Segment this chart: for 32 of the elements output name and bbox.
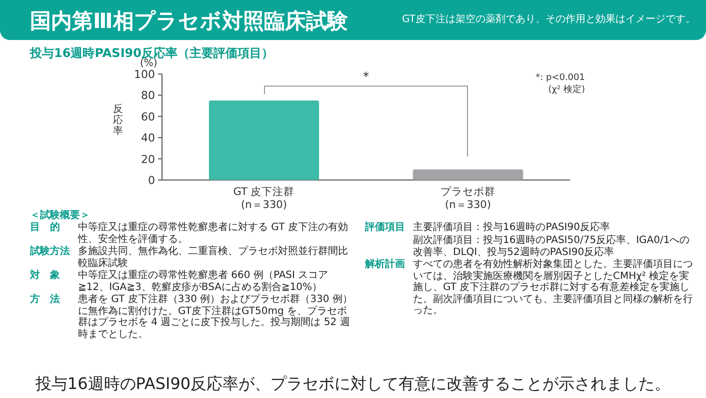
x-tick-label: プラセボ群 (n＝330) bbox=[440, 185, 496, 211]
y-tick-label: 80 bbox=[141, 89, 155, 102]
text: 中等症又は重症の尋常性乾癬患者に対する GT 皮下注の有効性、安全性を評価する。 bbox=[78, 222, 349, 245]
significance-bracket: * bbox=[264, 70, 468, 157]
text: 目 的 bbox=[30, 222, 61, 234]
text: 中等症又は重症の尋常性乾癬患者 660 例（PASI スコア≧12、IGA≧3、乾癬皮疹がBSAに占める割合≧10%） bbox=[78, 270, 330, 293]
text: 副次評価項目：投与16週時のPASI50/75反応率、IGA0/1への改善率、DLQI、投与52週時のPASI90反応率 bbox=[413, 235, 691, 258]
text: 主要評価項目：投与16週時のPASI90反応率 bbox=[413, 222, 611, 234]
annotation: * bbox=[363, 70, 369, 84]
y-tick-label: 60 bbox=[141, 110, 155, 124]
y-tick-label: 0 bbox=[148, 174, 155, 187]
y-tick-label: 40 bbox=[141, 132, 155, 145]
text: 方 法 bbox=[30, 294, 61, 306]
text: ＜試験概要＞ bbox=[30, 208, 90, 222]
text: すべての患者を有効性解析対象集団とした。主要評価項目については、治験実施医療機関を層別因子としたCMHχ² 検定を実施し、GT 皮下注群のプラセボ群に対する有意差検定を実施した。副次評価項目についても、主要評価項目と同様の解析を行った。 bbox=[413, 259, 694, 316]
text: 患者を GT 皮下注群（330 例）およびプラセボ群（330 例）に無作為に割付けた。GT皮下注群はGT50mg を、プラセボ群はプラセボを 4 週ごとに皮下投与した。投与期間は 52 週時までとした。 bbox=[78, 294, 354, 340]
y-axis-title: 反応率 bbox=[113, 103, 123, 137]
annotation: (χ² 検定) bbox=[548, 84, 585, 95]
text: 対 象 bbox=[30, 270, 61, 282]
text: 投与16週時のPASI90反応率が、プラセボに対して有意に改善することが示されました。 bbox=[34, 374, 672, 395]
x-tick-label: GT 皮下注群 (n＝330) bbox=[233, 185, 295, 211]
y-tick-label: 20 bbox=[141, 152, 155, 166]
text: 試験方法 bbox=[30, 246, 71, 258]
annotation: *: p<0.001 bbox=[536, 73, 585, 83]
text: (%) bbox=[140, 58, 158, 69]
y-tick-label: 100 bbox=[134, 68, 155, 81]
text: 評価項目 bbox=[365, 222, 406, 234]
text: 多施設共同、無作為化、二重盲検、プラセボ対照並行群間比較臨床試験 bbox=[78, 246, 349, 269]
text: GT皮下注は架空の薬剤であり、その作用と効果はイメージです。 bbox=[402, 12, 696, 26]
chart-title: 国内第Ⅲ相プラセボ対照臨床試験 bbox=[30, 8, 348, 35]
chart-subtitle: 投与16週時PASI90反応率（主要評価項目） bbox=[30, 45, 274, 60]
text: 解析計画 bbox=[365, 259, 406, 270]
